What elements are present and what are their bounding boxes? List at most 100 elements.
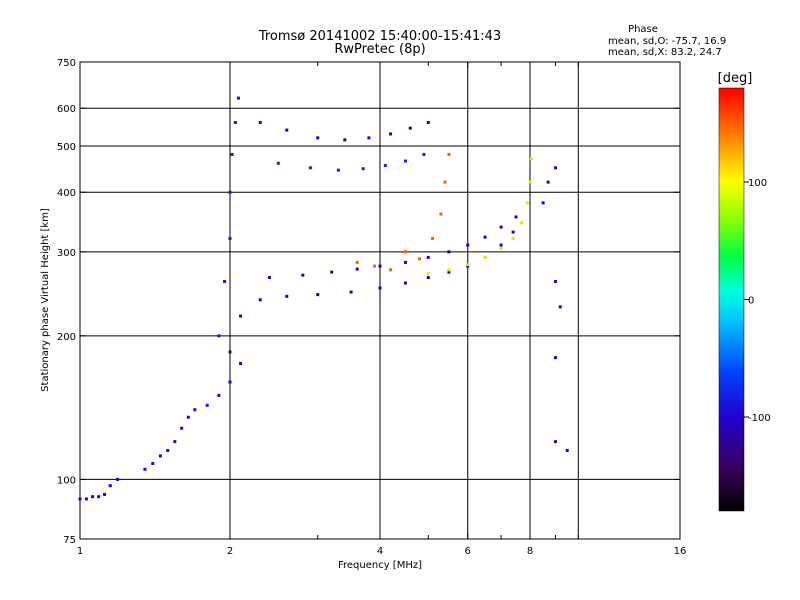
data-point	[389, 132, 393, 136]
y-tick-label: 750	[57, 58, 76, 69]
data-point	[97, 495, 101, 499]
data-point	[367, 136, 371, 140]
y-tick-label: 300	[57, 248, 76, 259]
data-point	[258, 121, 262, 125]
y-tick-label: 400	[57, 188, 76, 199]
y-tick-label: 75	[63, 535, 76, 546]
data-point	[116, 477, 120, 481]
series-0	[78, 477, 120, 501]
data-point	[217, 334, 221, 338]
data-point	[403, 260, 407, 264]
data-point	[511, 236, 515, 240]
colorbar-tick-label: -100	[748, 413, 771, 424]
data-point	[236, 96, 240, 100]
data-point	[230, 152, 234, 156]
data-point	[217, 393, 221, 397]
colorbar-tick-label: 0	[748, 296, 754, 307]
x-tick-label: 1	[77, 546, 83, 557]
series-4	[426, 157, 533, 276]
data-point	[349, 290, 353, 294]
data-point	[285, 294, 289, 298]
data-point	[383, 164, 387, 168]
data-point	[499, 243, 503, 247]
series-8	[355, 152, 451, 272]
data-point	[466, 263, 470, 267]
y-tick-label: 200	[57, 332, 76, 343]
data-point	[443, 180, 447, 184]
data-point	[546, 180, 550, 184]
data-point	[447, 152, 451, 156]
data-point	[408, 126, 412, 130]
data-point	[258, 298, 262, 302]
series-1	[143, 361, 243, 471]
data-point	[228, 190, 232, 194]
x-tick-label: 8	[527, 546, 533, 557]
data-point	[483, 255, 487, 259]
data-point	[205, 403, 209, 407]
x-axis-ticks: 1 2 4 6 8 16	[77, 62, 687, 557]
data-point	[308, 166, 312, 170]
stats-line-x: mean, sd,X: 83.2, 24.7	[608, 47, 722, 58]
data-point	[558, 305, 562, 309]
series-9	[541, 166, 569, 452]
data-point	[447, 250, 451, 254]
data-point	[565, 448, 569, 452]
data-point	[373, 264, 377, 268]
data-point	[78, 497, 82, 501]
data-point	[525, 201, 529, 205]
data-point	[330, 270, 334, 274]
stats-heading: Phase	[628, 24, 658, 35]
data-point	[553, 440, 557, 444]
data-point	[103, 492, 107, 496]
data-point	[239, 361, 243, 365]
colorbar-label: [deg]	[718, 71, 753, 86]
data-point	[403, 159, 407, 163]
y-axis-ticks: 75 100 200 300 400 500 600 750	[57, 58, 680, 546]
data-point	[514, 215, 518, 219]
data-point	[228, 236, 232, 240]
data-point	[426, 272, 430, 276]
data-point	[529, 157, 533, 161]
data-point	[520, 221, 524, 225]
data-point	[108, 484, 112, 488]
data-point	[193, 408, 197, 412]
x-tick-label: 16	[674, 546, 687, 557]
data-point	[361, 167, 365, 171]
data-point	[439, 212, 443, 216]
data-point	[143, 467, 147, 471]
data-point	[186, 415, 190, 419]
data-point	[422, 152, 426, 156]
data-point	[233, 121, 237, 125]
grid	[80, 62, 680, 539]
series-5	[258, 121, 430, 142]
data-point	[511, 230, 515, 234]
data-point	[426, 121, 430, 125]
data-point	[403, 250, 407, 254]
data-point	[541, 201, 545, 205]
data-point	[466, 243, 470, 247]
y-tick-label: 500	[57, 142, 76, 153]
data-point	[166, 448, 170, 452]
data-point	[528, 180, 532, 184]
data-point	[499, 246, 503, 250]
data-point	[223, 279, 227, 283]
data-point	[158, 454, 162, 458]
series-6	[276, 152, 426, 172]
data-point	[378, 264, 382, 268]
chart-title: Tromsø 20141002 15:40:00-15:41:43	[258, 29, 501, 44]
data-point	[378, 286, 382, 290]
data-point	[180, 426, 184, 430]
stats-line-o: mean, sd,O: -75.7, 16.9	[608, 36, 726, 47]
data-point	[151, 461, 155, 465]
data-points	[78, 96, 569, 501]
data-point	[343, 138, 347, 142]
y-tick-label: 600	[57, 104, 76, 115]
colorbar-ticks: 100 0 -100	[744, 178, 771, 424]
data-point	[426, 276, 430, 280]
data-point	[285, 128, 289, 132]
data-point	[499, 225, 503, 229]
data-point	[316, 136, 320, 140]
data-point	[336, 168, 340, 172]
data-point	[426, 255, 430, 259]
